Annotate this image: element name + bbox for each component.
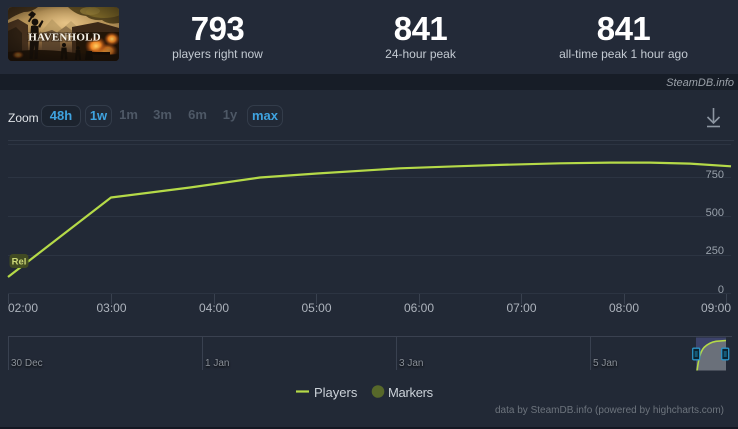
svg-text:Rel: Rel — [12, 257, 27, 268]
